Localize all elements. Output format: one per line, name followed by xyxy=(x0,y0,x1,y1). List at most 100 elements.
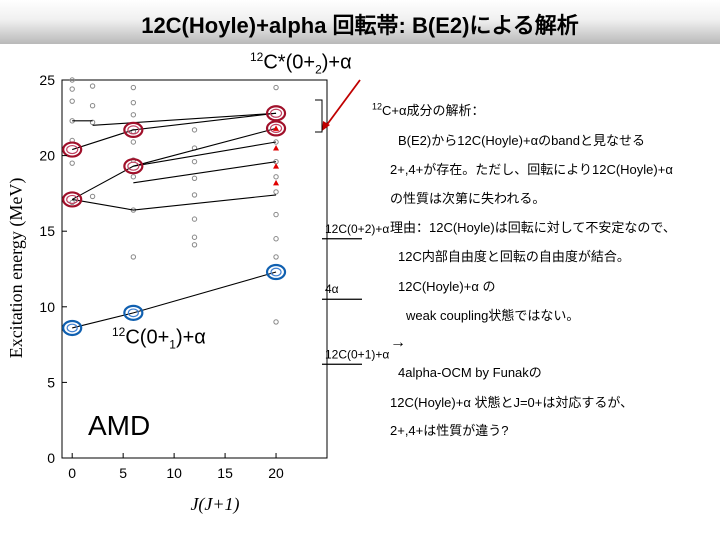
red-level-point xyxy=(273,179,280,186)
y-tick-label: 5 xyxy=(47,374,55,390)
gray-level-point xyxy=(89,103,96,109)
red-highlight-inner xyxy=(127,125,140,135)
band-lines xyxy=(71,112,277,329)
gray-levels xyxy=(69,77,279,325)
threshold-label: 4α xyxy=(325,282,339,296)
blue-highlight-circle xyxy=(265,263,287,281)
y-axis-label: Excitation energy (MeV) xyxy=(6,178,27,359)
red-highlight-inner xyxy=(269,123,283,133)
red-highlight-circle xyxy=(123,121,144,138)
gray-level-point xyxy=(273,254,279,260)
annotation-arrowhead xyxy=(322,121,330,131)
y-tick-label: 10 xyxy=(39,299,55,315)
red-highlight-circle xyxy=(62,141,83,158)
y-tick-label: 0 xyxy=(47,450,55,466)
y-tick-label: 20 xyxy=(39,148,55,164)
band-line xyxy=(71,127,277,200)
blue-highlight-inner xyxy=(270,267,282,277)
red-levels xyxy=(273,125,280,186)
red-highlight-inner xyxy=(269,108,283,118)
note-line-6: 12C内部自由度と回転の自由度が結合。 xyxy=(398,249,630,264)
gray-level-point xyxy=(130,99,137,106)
plot-frame xyxy=(61,79,328,459)
note-line-9: 4alpha-OCM by Funakの xyxy=(398,365,542,380)
note-line-8: weak coupling状態ではない。 xyxy=(406,308,580,323)
gray-level-point xyxy=(69,98,75,104)
red-highlight-inner xyxy=(127,161,140,171)
gray-level-point xyxy=(69,160,75,166)
gray-level-point xyxy=(69,199,75,206)
note-line-7: 12C(Hoyle)+α の xyxy=(398,279,496,294)
highlight-circles xyxy=(62,105,287,337)
gray-level-point xyxy=(191,127,198,133)
gray-level-point xyxy=(273,189,279,195)
red-highlight-circle xyxy=(265,120,287,137)
x-tick-label: 15 xyxy=(217,465,233,481)
gray-level-point xyxy=(130,174,137,180)
band-line xyxy=(133,141,277,167)
gray-level-point xyxy=(273,84,279,91)
note-line-3: 2+,4+が存在。ただし、回転により12C(Hoyle)+α xyxy=(390,162,673,177)
blue-highlight-circle xyxy=(123,304,144,321)
title-bar xyxy=(0,0,720,44)
gray-level-point xyxy=(273,211,279,218)
gray-level-point xyxy=(69,77,75,83)
gray-level-point xyxy=(273,319,279,325)
note-line-1: 12C+α成分の解析： xyxy=(372,101,485,118)
y-tick-label: 25 xyxy=(39,72,55,88)
red-highlight-circle xyxy=(123,158,144,175)
gray-level-point xyxy=(191,192,198,198)
red-level-point xyxy=(273,125,280,131)
red-level-point xyxy=(273,163,280,169)
blue-highlight-circle xyxy=(62,319,83,337)
ground-band-label: 12C(0+1)+α xyxy=(112,325,206,352)
gray-level-point xyxy=(191,216,198,222)
gray-level-point xyxy=(130,112,137,118)
gray-level-point xyxy=(130,254,137,260)
band-line xyxy=(72,271,277,329)
blue-highlight-inner xyxy=(127,308,139,318)
band-line xyxy=(92,112,277,126)
thresholds: 12C(0+2)+α 4α 12C(0+1)+α xyxy=(322,222,389,365)
red-level-point xyxy=(273,145,280,151)
gray-level-point xyxy=(273,236,279,242)
annotation-arrow xyxy=(325,79,361,127)
note-line-11: 2+,4+は性質が違う? xyxy=(390,423,509,438)
gray-level-point xyxy=(191,234,198,240)
note-line-10: 12C(Hoyle)+α 状態とJ=0+は対応するが、 xyxy=(390,395,634,410)
gray-level-point xyxy=(191,242,198,248)
gray-level-point xyxy=(130,139,137,145)
amd-label: AMD xyxy=(88,410,151,441)
gray-level-point xyxy=(191,158,198,165)
red-highlight-inner xyxy=(66,194,79,205)
top-band-label: 12C*(0+2)+α xyxy=(250,50,352,77)
slide-title: 12C(Hoyle)+alpha 回転帯: B(E2)による解析 xyxy=(141,13,579,38)
axis-ticks: 0 5 10 15 20 0 5 10 15 20 25 xyxy=(39,72,284,481)
x-tick-label: 10 xyxy=(166,465,182,481)
x-axis-label: J(J+1) xyxy=(190,494,239,515)
note-line-2: B(E2)から12C(Hoyle)+αのbandと見なせる xyxy=(398,133,646,148)
red-highlight-inner xyxy=(66,144,79,155)
band-line xyxy=(72,194,277,211)
gray-level-point xyxy=(130,84,137,91)
gray-level-point xyxy=(89,193,96,200)
note-line-5: 理由：12C(Hoyle)は回転に対して不安定なので、 xyxy=(390,220,676,235)
annotation-bracket xyxy=(315,99,323,133)
threshold-label: 12C(0+2)+α xyxy=(325,222,389,236)
red-highlight-circle xyxy=(265,105,287,122)
x-tick-label: 5 xyxy=(119,465,127,481)
band-line xyxy=(133,161,277,184)
blue-highlight-inner xyxy=(66,323,78,333)
gray-level-point xyxy=(89,83,96,89)
gray-level-point xyxy=(89,119,96,126)
gray-level-point xyxy=(191,175,198,181)
note-line-4: の性質は次第に失われる。 xyxy=(390,191,546,206)
x-tick-label: 0 xyxy=(68,465,76,481)
band-line xyxy=(72,112,277,151)
threshold-label: 12C(0+1)+α xyxy=(325,347,389,361)
red-highlight-circle xyxy=(62,191,83,208)
y-tick-label: 15 xyxy=(39,223,55,239)
gray-level-point xyxy=(69,86,75,92)
gray-level-point xyxy=(273,174,279,180)
